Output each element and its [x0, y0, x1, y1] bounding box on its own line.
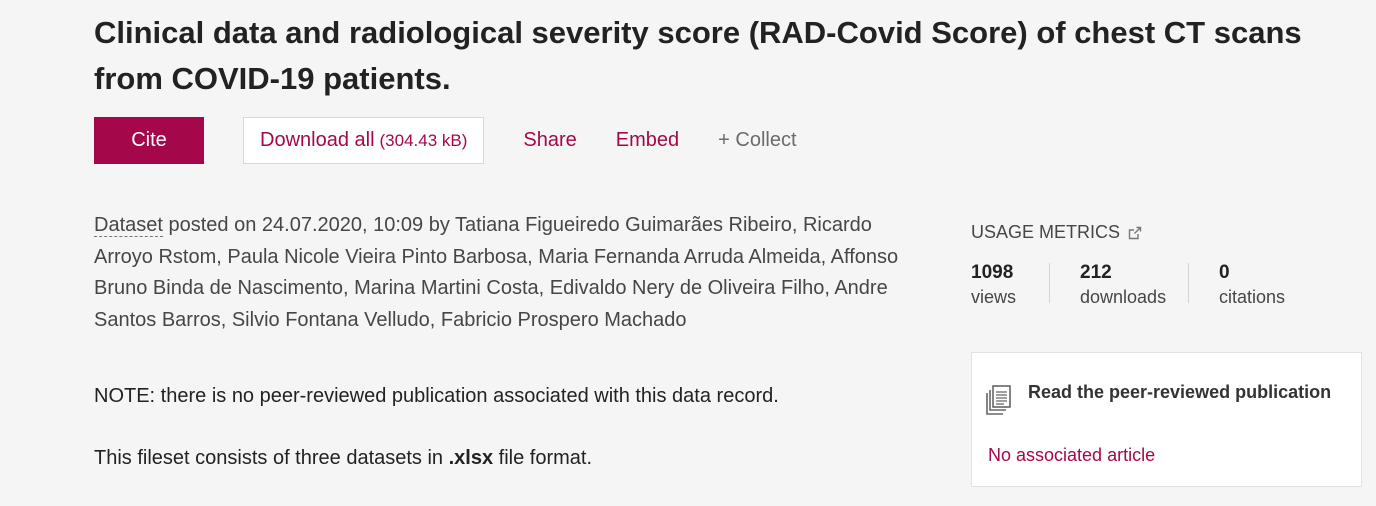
cite-button[interactable]: Cite: [94, 117, 204, 164]
collect-link[interactable]: + Collect: [718, 129, 797, 151]
description-fileset: This fileset consists of three datasets …: [94, 447, 592, 470]
metric-views: 1098 views: [971, 261, 1049, 309]
item-metadata: Dataset posted on 24.07.2020, 10:09 by T…: [94, 210, 934, 336]
download-all-label: Download all: [260, 129, 375, 151]
page-title: Clinical data and radiological severity …: [94, 15, 1302, 96]
item-type[interactable]: Dataset: [94, 214, 163, 237]
metric-divider: [1188, 263, 1189, 303]
action-bar: Cite Download all (304.43 kB) Share Embe…: [94, 117, 797, 164]
usage-metrics-label: USAGE METRICS: [971, 222, 1121, 242]
document-stack-icon: [986, 385, 1011, 415]
metric-views-label: views: [971, 287, 1017, 307]
metric-divider: [1049, 263, 1050, 303]
embed-link[interactable]: Embed: [615, 129, 680, 151]
usage-metrics: 1098 views 212 downloads 0 citations: [971, 261, 1319, 309]
fileset-suffix: file format.: [493, 447, 593, 469]
description-note: NOTE: there is no peer-reviewed publicat…: [94, 385, 779, 407]
metric-views-value: 1098: [971, 262, 1014, 283]
publication-title: Read the peer-reviewed publication: [1028, 382, 1332, 402]
download-all-button[interactable]: Download all (304.43 kB): [243, 117, 485, 164]
fileset-format: .xlsx: [448, 447, 494, 469]
download-size: (304.43 kB): [379, 130, 468, 150]
metric-downloads-label: downloads: [1080, 287, 1167, 307]
metric-downloads-value: 212: [1080, 262, 1112, 283]
metric-citations-label: citations: [1219, 287, 1286, 307]
no-associated-article-link[interactable]: No associated article: [988, 445, 1156, 465]
metric-citations: 0 citations: [1219, 261, 1319, 309]
publication-card: Read the peer-reviewed publication No as…: [971, 352, 1362, 487]
metric-downloads: 212 downloads: [1080, 261, 1188, 309]
usage-metrics-heading[interactable]: USAGE METRICS: [971, 222, 1143, 243]
fileset-prefix: This fileset consists of three datasets …: [94, 447, 449, 469]
external-link-icon: [1128, 226, 1142, 239]
posted-by-text: posted on 24.07.2020, 10:09 by Tatiana F…: [94, 214, 899, 331]
metric-citations-value: 0: [1219, 262, 1230, 283]
share-link[interactable]: Share: [523, 129, 577, 151]
